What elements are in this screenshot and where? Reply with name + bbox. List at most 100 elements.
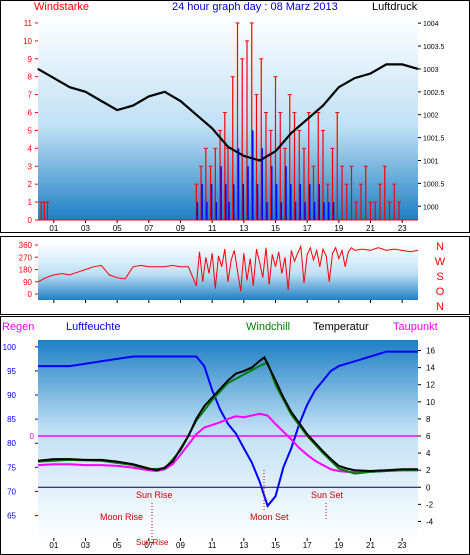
dewpoint-label: Taupunkt <box>393 321 438 333</box>
time-axis-tick-label: 05 <box>113 224 122 233</box>
pressure-axis-tick-label: 1001.5 <box>423 136 445 143</box>
humidity-axis-tick-label: 95 <box>7 367 16 376</box>
pressure-axis-tick-label: 1002.5 <box>423 90 445 97</box>
temperature-axis-tick-label: 12 <box>426 381 435 390</box>
pressure-axis-tick-label: 1004 <box>423 21 439 28</box>
direction-axis-tick-label: 180 <box>19 266 33 275</box>
humidity-axis-tick-label: 80 <box>7 439 16 448</box>
wind-axis-tick-label: 1 <box>28 198 33 207</box>
pressure-point <box>116 109 118 111</box>
direction-axis-tick-label: 270 <box>19 253 33 262</box>
pressure-point <box>84 91 87 93</box>
direction-axis-tick-label: 0 <box>28 290 33 299</box>
pressure-point <box>148 95 150 97</box>
time-axis-tick-label: 15 <box>271 224 280 233</box>
temperature-axis-tick-label: -4 <box>426 517 434 526</box>
pressure-axis-tick-label: 1000 <box>423 204 439 211</box>
direction-axis-tick-label: 90 <box>23 278 32 287</box>
time-axis-tick-label: 13 <box>239 224 248 233</box>
pressure-point <box>227 146 229 148</box>
humidity-axis-tick-label: 90 <box>7 391 16 400</box>
compass-label: W <box>435 256 446 268</box>
wind-axis-tick-label: 3 <box>28 162 33 171</box>
rain-zero-label: 0 <box>30 432 35 441</box>
pressure-axis-tick-label: 1003.5 <box>423 44 445 51</box>
wind-axis-tick-label: 6 <box>28 109 33 118</box>
time-axis-tick-label: 21 <box>366 541 375 550</box>
pressure-point <box>53 77 55 79</box>
humidity-axis-tick-label: 65 <box>7 512 16 521</box>
rain-label: Regen <box>2 321 34 333</box>
time-axis-tick-label: 03 <box>81 224 90 233</box>
wind-axis-tick-label: 11 <box>24 19 33 28</box>
pressure-point <box>306 118 308 120</box>
compass-label: N <box>436 301 444 313</box>
wind-speed-label: Windstarke <box>34 1 89 13</box>
pressure-label: Luftdruck <box>372 1 418 13</box>
humidity-line <box>38 350 418 508</box>
time-axis-tick-label: 11 <box>208 224 217 233</box>
wind-axis-tick-label: 7 <box>28 91 33 100</box>
pressure-point <box>195 114 197 116</box>
wind-axis-tick-label: 0 <box>28 216 33 225</box>
pressure-point <box>385 63 387 65</box>
time-axis-tick-label: 15 <box>271 541 280 550</box>
time-axis-tick-label: 23 <box>398 541 407 550</box>
temperature-line <box>37 355 418 473</box>
pressure-axis-tick-label: 1003 <box>423 67 439 74</box>
pressure-point <box>100 100 102 102</box>
pressure-axis-tick-label: 1000.5 <box>423 181 445 188</box>
pressure-point <box>274 150 277 152</box>
humidity-axis-tick-label: 70 <box>7 487 16 496</box>
temperature-axis-tick-label: 14 <box>426 364 435 373</box>
time-axis-tick-label: 17 <box>303 541 312 550</box>
panel3-marks: 65 70 75 80 85 90 95 100 -4 -2 0 2 4 6 8 10 12 14 16 01 03 05… <box>3 343 436 550</box>
panel2-plot-area <box>38 242 418 300</box>
annotation-moon-rise: Moon Rise <box>100 512 143 522</box>
wind-axis-tick-label: 9 <box>28 55 33 64</box>
humidity-label: Luftfeuchte <box>66 321 120 333</box>
annotation-sun-set: Sun Set <box>311 490 344 500</box>
wind-axis-tick-label: 5 <box>28 126 33 135</box>
time-axis-tick-label: 05 <box>113 541 122 550</box>
time-axis-tick-label: 07 <box>144 541 153 550</box>
time-axis-tick-label: 19 <box>334 224 343 233</box>
chart-title: 24 hour graph day : 08 Marz 2013 <box>172 1 338 13</box>
windchill-label: Windchill <box>246 321 290 333</box>
humidity-axis-tick-label: 75 <box>7 463 16 472</box>
pressure-point <box>322 104 324 107</box>
time-axis-tick-label: 03 <box>81 541 90 550</box>
pressure-point <box>69 86 71 88</box>
wind-axis-tick-label: 2 <box>28 180 33 189</box>
temperature-axis-tick-label: -2 <box>426 500 434 509</box>
pressure-point <box>243 155 245 157</box>
compass-label: N <box>436 241 444 253</box>
temperature-label: Temperatur <box>313 321 369 333</box>
pressure-point <box>164 91 166 93</box>
annotation-moon-set: Moon Set <box>250 512 289 522</box>
pressure-point <box>37 68 39 70</box>
compass-label: S <box>436 271 443 283</box>
compass-label: O <box>436 286 445 298</box>
dewpoint-line <box>37 412 418 473</box>
temperature-axis-tick-label: 4 <box>426 449 431 458</box>
time-axis-tick-label: 13 <box>239 541 248 550</box>
time-axis-tick-label: 21 <box>366 224 375 233</box>
panel1-marks: 0123456789101110001000.510011001.5100210… <box>23 19 444 233</box>
temperature-axis-tick-label: 16 <box>426 347 435 356</box>
temperature-axis-tick-label: 2 <box>426 466 431 475</box>
time-axis-tick-label: 09 <box>176 224 185 233</box>
pressure-point <box>338 86 340 88</box>
pressure-point <box>259 159 261 162</box>
pressure-point <box>290 132 292 134</box>
annotation-sun-rise: Sun Rise <box>136 490 173 500</box>
pressure-point <box>401 63 403 65</box>
wind-axis-tick-label: 8 <box>28 73 33 82</box>
time-axis-tick-label: 11 <box>208 541 217 550</box>
pressure-point <box>211 127 213 130</box>
time-axis-tick-label: 01 <box>49 224 58 233</box>
wind-axis-tick-label: 10 <box>23 37 32 46</box>
